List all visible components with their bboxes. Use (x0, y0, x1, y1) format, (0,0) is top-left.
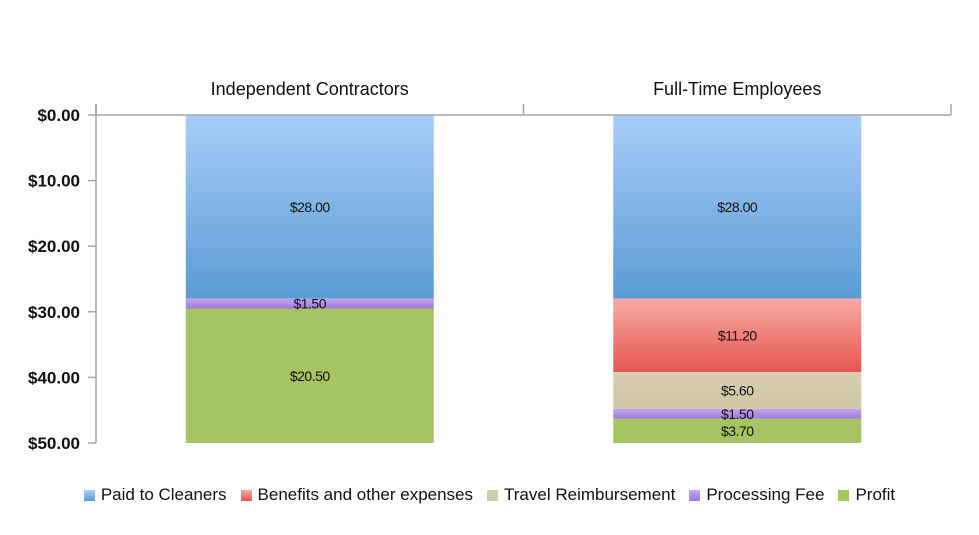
legend-swatch-processing-fee (689, 489, 701, 501)
y-tick-label-5: $50.00 (28, 434, 80, 453)
bar-segment-paid-to-cleaners-1 (185, 115, 434, 299)
legend-item-travel-reimbursement: Travel Reimbursement (487, 485, 675, 505)
data-label-profit-2: $3.70 (721, 423, 754, 439)
y-tick-label-4: $40.00 (28, 368, 80, 387)
data-label-paid-to-cleaners-1: $28.00 (290, 199, 331, 215)
data-label-travel-reimbursement-2: $5.60 (721, 383, 754, 399)
y-tick-label-0: $0.00 (37, 106, 80, 125)
legend-label-paid-to-cleaners: Paid to Cleaners (100, 485, 227, 504)
legend-label-profit: Profit (855, 485, 896, 504)
data-label-profit-1: $20.50 (290, 368, 331, 384)
bar-segment-processing-fee-2 (613, 408, 862, 419)
legend-item-benefits-and-other-expenses: Benefits and other expenses (240, 485, 474, 505)
y-tick-label-1: $10.00 (28, 172, 80, 191)
legend-swatch-travel-reimbursement (487, 489, 499, 501)
y-tick-label-2: $20.00 (28, 237, 80, 256)
data-label-processing-fee-2: $1.50 (721, 406, 754, 422)
legend-swatch-benefits-and-other-expenses (240, 489, 252, 501)
legend-swatch-paid-to-cleaners (83, 489, 95, 501)
legend-label-processing-fee: Processing Fee (706, 485, 825, 504)
legend-label-benefits-and-other-expenses: Benefits and other expenses (257, 485, 474, 504)
legend-label-travel-reimbursement: Travel Reimbursement (504, 485, 676, 504)
legend-swatch-profit (838, 489, 850, 501)
category-label-1: Independent Contractors (211, 79, 409, 99)
bar-segment-processing-fee-1 (185, 298, 434, 309)
data-label-processing-fee-1: $1.50 (293, 296, 326, 312)
bar-segment-paid-to-cleaners-2 (613, 115, 862, 299)
bar-segment-profit-1 (185, 308, 434, 443)
bar-segment-benefits-and-other-expenses-2 (613, 298, 862, 373)
data-label-paid-to-cleaners-2: $28.00 (717, 199, 758, 215)
legend-item-paid-to-cleaners: Paid to Cleaners (83, 485, 227, 505)
y-tick-label-3: $30.00 (28, 303, 80, 322)
bar-segment-profit-2 (613, 418, 862, 443)
bar-segment-travel-reimbursement-2 (613, 372, 862, 409)
category-label-2: Full-Time Employees (653, 79, 821, 99)
legend-item-processing-fee: Processing Fee (689, 485, 824, 505)
data-label-benefits-and-other-expenses-2: $11.20 (718, 327, 757, 343)
chart-legend: Paid to Cleaners Benefits and other expen… (0, 482, 979, 508)
legend-item-profit: Profit (838, 485, 895, 505)
